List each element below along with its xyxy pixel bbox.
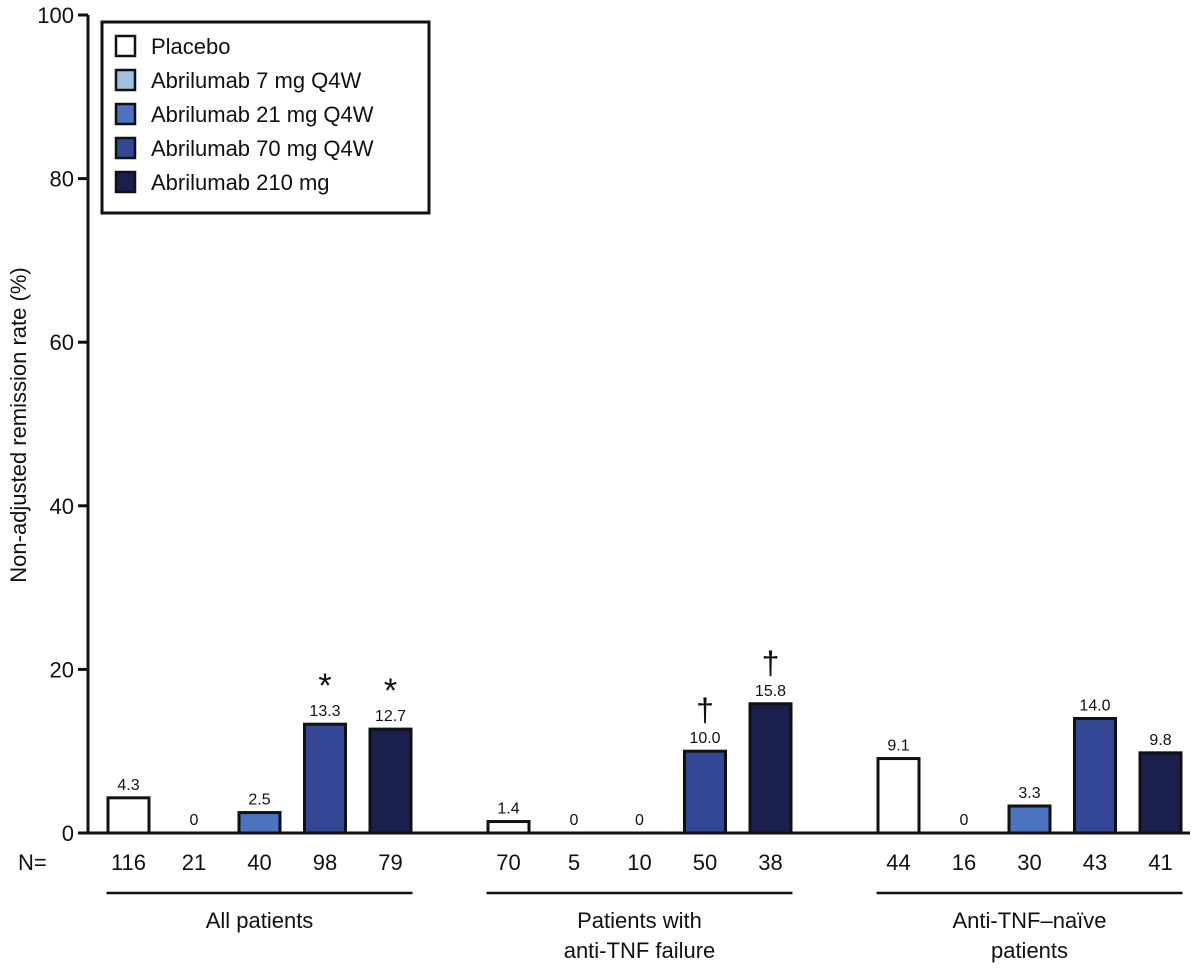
value-label-g1-s2: 0 xyxy=(190,812,199,829)
n-label-g1-s5: 79 xyxy=(378,850,402,875)
bar-g1-s1 xyxy=(106,796,151,835)
legend-label-2: Abrilumab 7 mg Q4W xyxy=(151,68,362,93)
legend-label-3: Abrilumab 21 mg Q4W xyxy=(151,102,374,127)
bar-g3-s3 xyxy=(1007,804,1052,835)
y-axis-label: Non-adjusted remission rate (%) xyxy=(6,267,31,582)
n-label-g3-s5: 41 xyxy=(1148,850,1172,875)
n-label-g2-s5: 38 xyxy=(758,850,782,875)
legend-box xyxy=(100,20,431,215)
y-tick-label-100: 100 xyxy=(37,3,74,28)
n-label-g3-s3: 30 xyxy=(1017,850,1041,875)
n-label-g3-s1: 44 xyxy=(886,850,910,875)
significance-marker-g1-s5: * xyxy=(384,672,397,710)
legend-swatch-5 xyxy=(114,170,137,194)
n-label-g2-s3: 10 xyxy=(627,850,651,875)
value-label-g1-s5: 12.7 xyxy=(375,708,406,725)
n-label-g2-s2: 5 xyxy=(568,850,580,875)
n-label-g1-s3: 40 xyxy=(247,850,271,875)
significance-markers-layer: * * † † xyxy=(318,645,779,728)
significance-marker-g2-s5: † xyxy=(762,645,780,681)
n-label-g3-s4: 43 xyxy=(1083,850,1107,875)
bar-g2-s4 xyxy=(683,749,727,835)
n-labels-layer: 116 21 40 98 79 70 5 10 50 38 44 16 30 43 41 xyxy=(111,850,1173,875)
value-label-g3-s4: 14.0 xyxy=(1079,697,1110,714)
legend-swatch-3 xyxy=(114,102,137,126)
n-label-g3-s2: 16 xyxy=(952,850,976,875)
group-label-3-line-1: Anti-TNF–naïve xyxy=(952,908,1106,933)
n-label-g1-s1: 116 xyxy=(111,850,146,875)
legend-label-5: Abrilumab 210 mg xyxy=(151,170,330,195)
value-label-g2-s1: 1.4 xyxy=(497,801,519,818)
significance-marker-g2-s4: † xyxy=(696,692,714,728)
value-label-g1-s4: 13.3 xyxy=(309,703,340,720)
legend-label-4: Abrilumab 70 mg Q4W xyxy=(151,136,374,161)
value-label-g3-s3: 3.3 xyxy=(1018,785,1040,802)
y-tick-label-80: 80 xyxy=(50,167,74,192)
bar-g1-s4 xyxy=(303,722,347,835)
value-label-g2-s2: 0 xyxy=(570,812,579,829)
n-prefix-label: N= xyxy=(18,850,47,875)
legend-label-1: Placebo xyxy=(151,34,231,59)
n-label-g1-s4: 98 xyxy=(313,850,337,875)
bar-g3-s1 xyxy=(876,757,921,835)
bar-g3-s5 xyxy=(1138,751,1183,835)
value-label-g2-s5: 15.8 xyxy=(755,683,786,700)
value-label-g1-s1: 4.3 xyxy=(117,777,139,794)
n-label-g2-s1: 70 xyxy=(496,850,520,875)
y-tick-label-0: 0 xyxy=(62,821,74,846)
n-label-g1-s2: 21 xyxy=(182,850,206,875)
legend-swatch-2 xyxy=(114,68,137,92)
group-label-3-line-2: patients xyxy=(991,938,1068,963)
y-tick-label-20: 20 xyxy=(50,657,74,682)
y-tick-label-40: 40 xyxy=(50,494,74,519)
group-labels-layer: All patients Patients with anti-TNF failur… xyxy=(106,891,1183,963)
value-label-g3-s1: 9.1 xyxy=(887,738,909,755)
y-tick-label-60: 60 xyxy=(50,330,74,355)
bar-g3-s4 xyxy=(1073,716,1117,835)
value-label-g1-s3: 2.5 xyxy=(248,792,270,809)
bar-g1-s5 xyxy=(368,727,413,835)
legend: Placebo Abrilumab 7 mg Q4W Abrilumab 21 mg… xyxy=(100,20,431,215)
value-label-g2-s4: 10.0 xyxy=(689,730,720,747)
bar-g2-s1 xyxy=(486,820,531,835)
value-label-g2-s3: 0 xyxy=(635,812,644,829)
value-label-g3-s5: 9.8 xyxy=(1149,732,1171,749)
legend-swatch-1 xyxy=(114,34,137,58)
legend-swatch-4 xyxy=(114,136,137,160)
n-label-g2-s4: 50 xyxy=(693,850,717,875)
group-label-2-line-2: anti-TNF failure xyxy=(564,938,716,963)
value-label-g3-s2: 0 xyxy=(960,812,969,829)
group-label-2-line-1: Patients with xyxy=(577,908,702,933)
bar-g1-s3 xyxy=(237,811,282,835)
significance-marker-g1-s4: * xyxy=(318,667,331,705)
group-label-1-line-1: All patients xyxy=(206,908,314,933)
value-labels-layer: 4.3 0 2.5 13.3 12.7 1.4 0 0 10.0 15.8 9.1 0 3.3 14.0 9… xyxy=(117,683,1171,829)
bars-layer xyxy=(106,702,1183,835)
bar-g2-s5 xyxy=(748,702,793,835)
